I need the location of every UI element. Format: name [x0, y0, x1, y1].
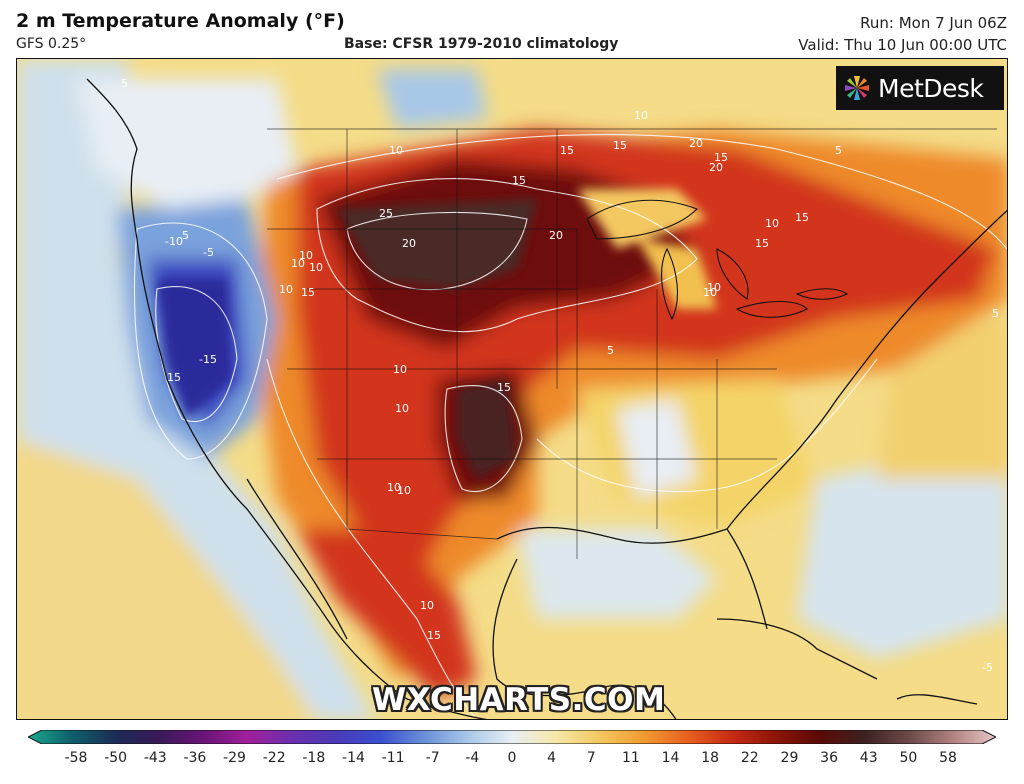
contour-label: 20 [709, 161, 723, 174]
colorbar-tick-label: -58 [64, 750, 88, 766]
contour-label: 5 [121, 77, 128, 90]
contour-label: 20 [402, 237, 416, 250]
valid-time-label: Valid: Thu 10 Jun 00:00 UTC [798, 36, 1007, 54]
contour-label: 10 [389, 144, 403, 157]
colorbar-tick-label: 50 [899, 750, 918, 766]
contour-label: 10 [387, 481, 401, 494]
colorbar-tick-label: -11 [381, 750, 405, 766]
colorbar-tick-label: -18 [302, 750, 326, 766]
colorbar-bar [28, 730, 996, 744]
contour-labels: 5 5 10 15 20 25 15 20 10 15 20 15 15 20 … [121, 77, 999, 674]
colorbar-tick-label: 58 [939, 750, 957, 766]
colorbar-tick-label: -4 [465, 750, 480, 766]
colorbar-tick-label: 29 [780, 750, 799, 766]
metdesk-pinwheel-icon [845, 76, 869, 100]
contour-label: 10 [279, 283, 293, 296]
contour-lines [133, 134, 1007, 719]
metdesk-logo-text: MetDesk [878, 73, 984, 103]
contour-label: 15 [512, 174, 526, 187]
colorbar-tick-label: 11 [621, 750, 640, 766]
contour-label: 15 [301, 286, 315, 299]
run-time-label: Run: Mon 7 Jun 06Z [860, 14, 1007, 32]
colorbar-tick-label: -36 [183, 750, 207, 766]
contour-label: 10 [634, 109, 648, 122]
map-canvas: 5 5 10 15 20 25 15 20 10 15 20 15 15 20 … [17, 59, 1007, 719]
colorbar-tick-label: -22 [262, 750, 286, 766]
colorbar-ticks: -58 -50 -43 -36 -29 -22 -18 -14 -11 -7 -4 0 4 7 11 14 18… [0, 746, 1024, 768]
contour-label: 15 [613, 139, 627, 152]
contour-label: 15 [560, 144, 574, 157]
colorbar-tick-label: 22 [740, 750, 759, 766]
colorbar-tick-label: -14 [342, 750, 365, 766]
colorbar-tick-label: -50 [104, 750, 128, 766]
colorbar-tick-label: 0 [507, 750, 517, 766]
metdesk-logo: MetDesk [836, 66, 1004, 110]
contour-label: 15 [755, 237, 769, 250]
contour-label: 20 [689, 137, 703, 150]
contour-label: 10 [707, 281, 721, 294]
contour-label: 5 [835, 144, 842, 157]
colorbar-tick-label: -7 [425, 750, 440, 766]
contour-label: 10 [420, 599, 434, 612]
state-borders [267, 128, 997, 559]
contour-label: -10 [165, 235, 183, 248]
contour-label: 5 [992, 307, 999, 320]
wxcharts-watermark: WXCHARTS.COM [372, 682, 666, 718]
contour-label: 15 [167, 371, 181, 384]
contour-label: 10 [397, 484, 411, 497]
anomaly-map[interactable]: 5 5 10 15 20 25 15 20 10 15 20 15 15 20 … [16, 58, 1008, 720]
contour-label: 15 [795, 211, 809, 224]
contour-label: 10 [309, 261, 323, 274]
colorbar-tick-label: 14 [661, 750, 680, 766]
colorbar-tick-label: 18 [701, 750, 720, 766]
chart-title: 2 m Temperature Anomaly (°F) [16, 10, 345, 32]
colorbar-tick-label: -43 [143, 750, 167, 766]
great-lakes [586, 199, 849, 321]
contour-label: 20 [549, 229, 563, 242]
contour-label: 25 [379, 207, 393, 220]
colorbar-tick-label: 7 [586, 750, 596, 766]
contour-label: -5 [203, 246, 214, 259]
contour-label: 5 [607, 344, 614, 357]
colorbar-tick-label: 43 [859, 750, 878, 766]
contour-label: -15 [199, 353, 217, 366]
colorbar-tick-label: 4 [547, 750, 557, 766]
contour-label: 5 [182, 229, 189, 242]
contour-label: -5 [982, 661, 993, 674]
contour-label: 15 [427, 629, 441, 642]
contour-label: 15 [714, 151, 728, 164]
colorbar-tick-label: 36 [820, 750, 838, 766]
model-label: GFS 0.25° [16, 36, 87, 52]
contour-label: 10 [703, 286, 717, 299]
coastlines [86, 78, 1007, 719]
climatology-base-label: Base: CFSR 1979-2010 climatology [344, 36, 619, 52]
contour-label: 10 [765, 217, 779, 230]
contour-label: 10 [291, 257, 305, 270]
contour-label: 10 [299, 249, 313, 262]
contour-label: 10 [395, 402, 409, 415]
contour-label: 10 [393, 363, 407, 376]
colorbar-tick-label: -29 [223, 750, 246, 766]
contour-label: 15 [497, 381, 511, 394]
colorbar [28, 730, 996, 744]
